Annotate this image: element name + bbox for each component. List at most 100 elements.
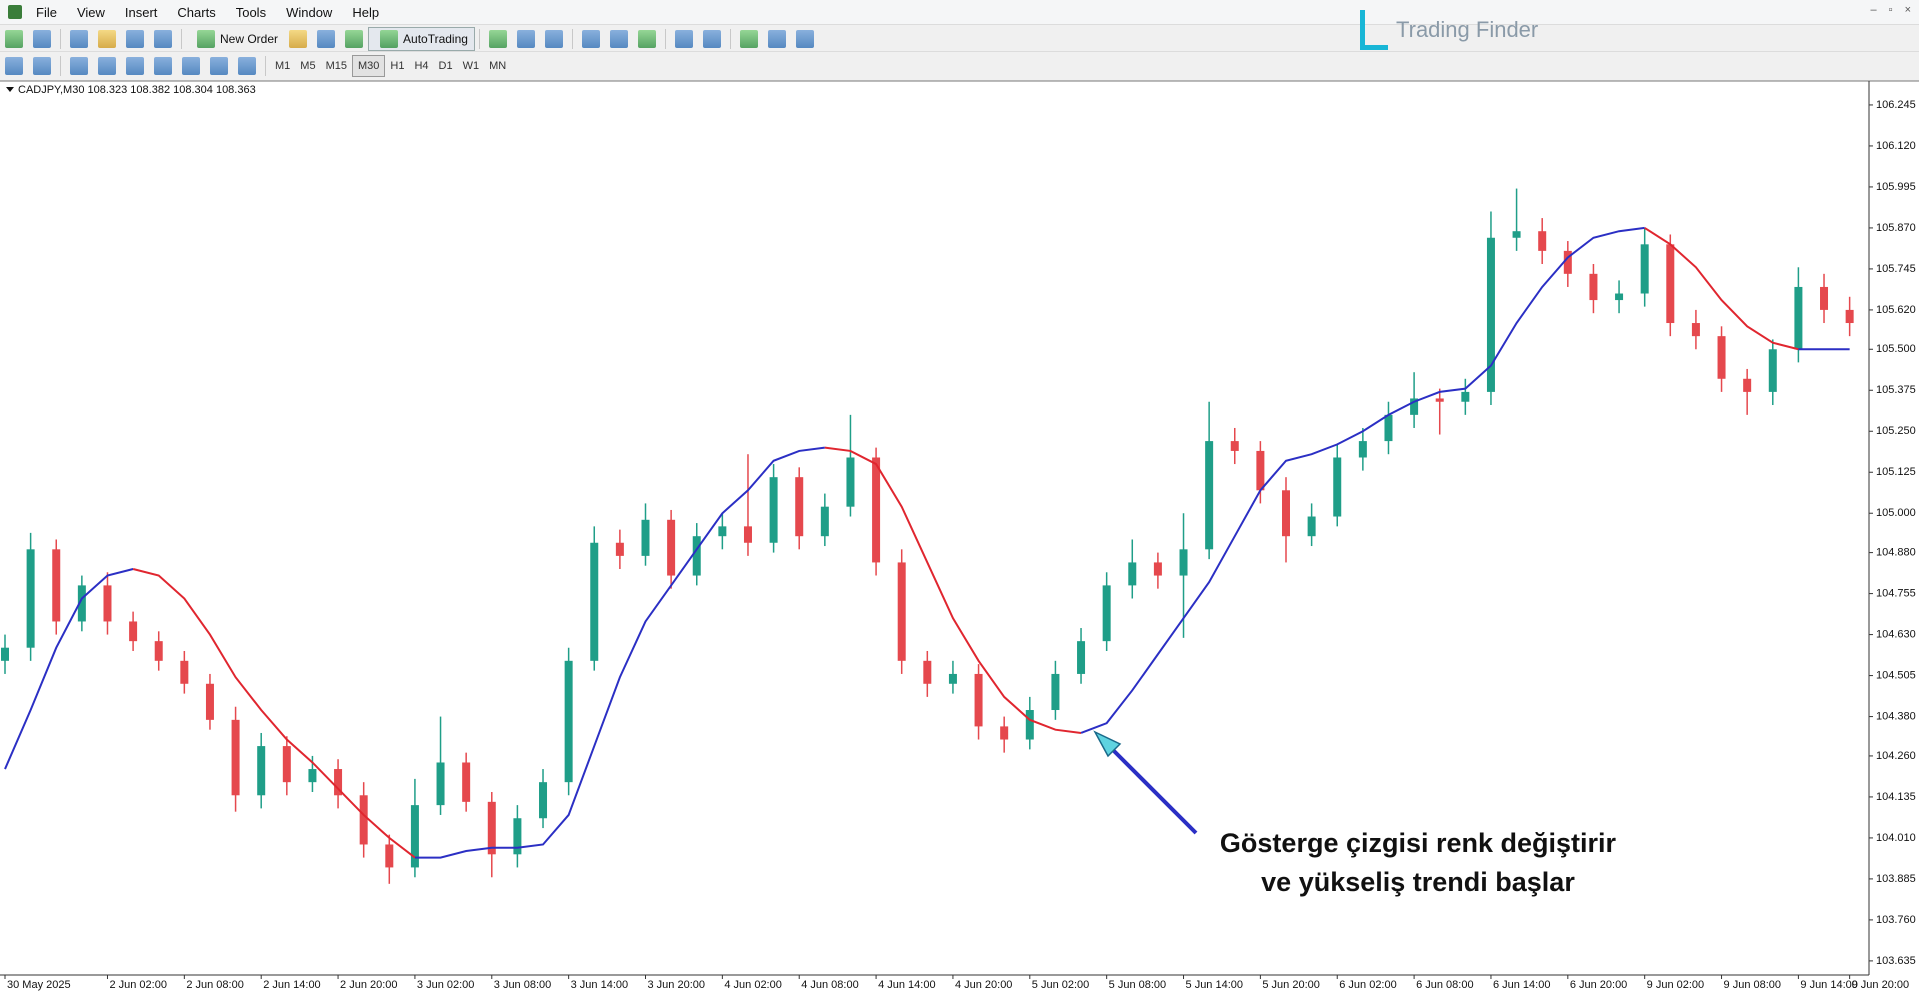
timeframe-button[interactable]: M5 [300,59,316,72]
toolbar-button[interactable] [674,29,693,48]
candle-body [1153,562,1162,576]
toolbar-button[interactable] [767,29,786,48]
y-tick-label: 104.755 [1876,587,1916,599]
annotation-arrow [1108,745,1198,835]
toolbar-button[interactable] [702,29,721,48]
toolbar-button[interactable] [488,29,507,48]
toolbar-button[interactable] [98,29,116,48]
indicator-line [824,446,1082,734]
toolbar-button[interactable] [210,56,228,75]
toolbar: New Order AutoTrading [0,24,1919,52]
timeframe-button[interactable]: H4 [414,59,429,72]
candle-body [615,542,624,556]
timeframe-button[interactable]: M30 [351,54,386,77]
toolbar-button[interactable] [609,29,628,48]
toolbar-button[interactable] [70,56,88,75]
candle-body [1230,441,1239,451]
menu-item[interactable]: File [36,4,57,20]
timeframe-button[interactable]: M15 [325,59,347,72]
autotrading-button[interactable]: AutoTrading [368,26,475,51]
candle-body [820,506,829,537]
toolbar-icon [380,29,399,48]
menu-bar: File View Insert Charts Tools Window Help [0,0,1919,24]
plot-area: 106.245 106.120 105.995 105.870 105.745 105.6… [1,99,1916,991]
candle-body [1640,244,1649,294]
timeframe-button[interactable]: MN [489,59,507,72]
candle-body [692,536,701,576]
logo-mark [1360,10,1388,50]
minimize-button[interactable]: – [1870,4,1877,16]
toolbar-button[interactable] [516,29,535,48]
separator [181,28,182,49]
candle-body [26,549,35,648]
candle-body [462,762,471,802]
toolbar-icon [197,29,215,48]
close-button[interactable]: × [1904,4,1911,16]
menu-item[interactable]: Charts [177,4,216,20]
x-tick-label: 9 Jun 20:00 [1852,979,1910,991]
toolbar-button[interactable] [637,29,656,48]
timeframe-button[interactable]: H1 [390,59,405,72]
candle-body [974,673,983,727]
candle-body [1205,441,1214,550]
menu-item[interactable]: Help [352,4,380,20]
toolbar-button[interactable] [98,56,116,75]
new-order-button[interactable]: New Order [186,28,284,50]
candle-body [52,549,61,622]
window-controls: – ▫ × [1871,4,1911,16]
x-tick-label: 6 Jun 02:00 [1339,979,1397,991]
candle-body [1358,441,1367,458]
candle-body [129,621,138,642]
toolbar-button[interactable] [581,29,600,48]
toolbar-button[interactable] [544,29,563,48]
toolbar-button[interactable] [5,56,23,75]
candle-body [1000,726,1009,740]
y-tick-label: 103.635 [1876,955,1916,967]
toolbar-button[interactable] [345,29,364,48]
timeframe-button[interactable]: W1 [462,59,480,72]
annotation: Gösterge çizgisi renk değiştirir [1220,828,1617,858]
menu-item[interactable]: View [76,4,105,20]
separator [265,55,266,76]
menu-item[interactable]: Window [286,4,333,20]
y-tick-label: 104.260 [1876,750,1916,762]
button-label: New Order [220,31,279,46]
toolbar-button[interactable] [126,29,144,48]
candle-body [1743,378,1752,392]
x-tick-label: 4 Jun 02:00 [724,979,782,991]
toolbar-button[interactable] [289,29,308,48]
toolbar-button[interactable] [238,56,256,75]
candle-body [257,746,266,796]
candle-body [1461,391,1470,402]
candle-body [180,660,189,684]
annotation: ve yükseliş trendi başlar [1261,867,1575,897]
candle-body [897,562,906,661]
timeframe-button[interactable]: D1 [438,59,453,72]
toolbar-button[interactable] [154,56,172,75]
candle-body [1102,585,1111,642]
toolbar-button[interactable] [182,56,200,75]
toolbar-button[interactable] [33,29,51,48]
candle-body [1307,516,1316,537]
toolbar-button[interactable] [33,56,51,75]
candle-body [846,457,855,507]
candle-body [1691,323,1700,337]
y-tick-label: 105.745 [1876,263,1916,275]
toolbar-button[interactable] [739,29,758,48]
candle-body [205,683,214,720]
timeframe-button[interactable]: M1 [275,59,291,72]
toolbar-button[interactable] [795,29,814,48]
menu-item[interactable]: Insert [124,4,158,20]
toolbar-button[interactable] [154,29,172,48]
candle-body [436,762,445,806]
y-tick-label: 103.760 [1876,914,1916,926]
toolbar-button[interactable] [70,29,88,48]
toolbar-button[interactable] [126,56,144,75]
symbol-marker [6,87,14,92]
x-tick-label: 6 Jun 08:00 [1416,979,1474,991]
toolbar-button[interactable] [317,29,336,48]
restore-button[interactable]: ▫ [1888,4,1893,16]
toolbar-button[interactable] [5,29,23,48]
x-tick-label: 9 Jun 14:00 [1800,979,1858,991]
menu-item[interactable]: Tools [235,4,267,20]
